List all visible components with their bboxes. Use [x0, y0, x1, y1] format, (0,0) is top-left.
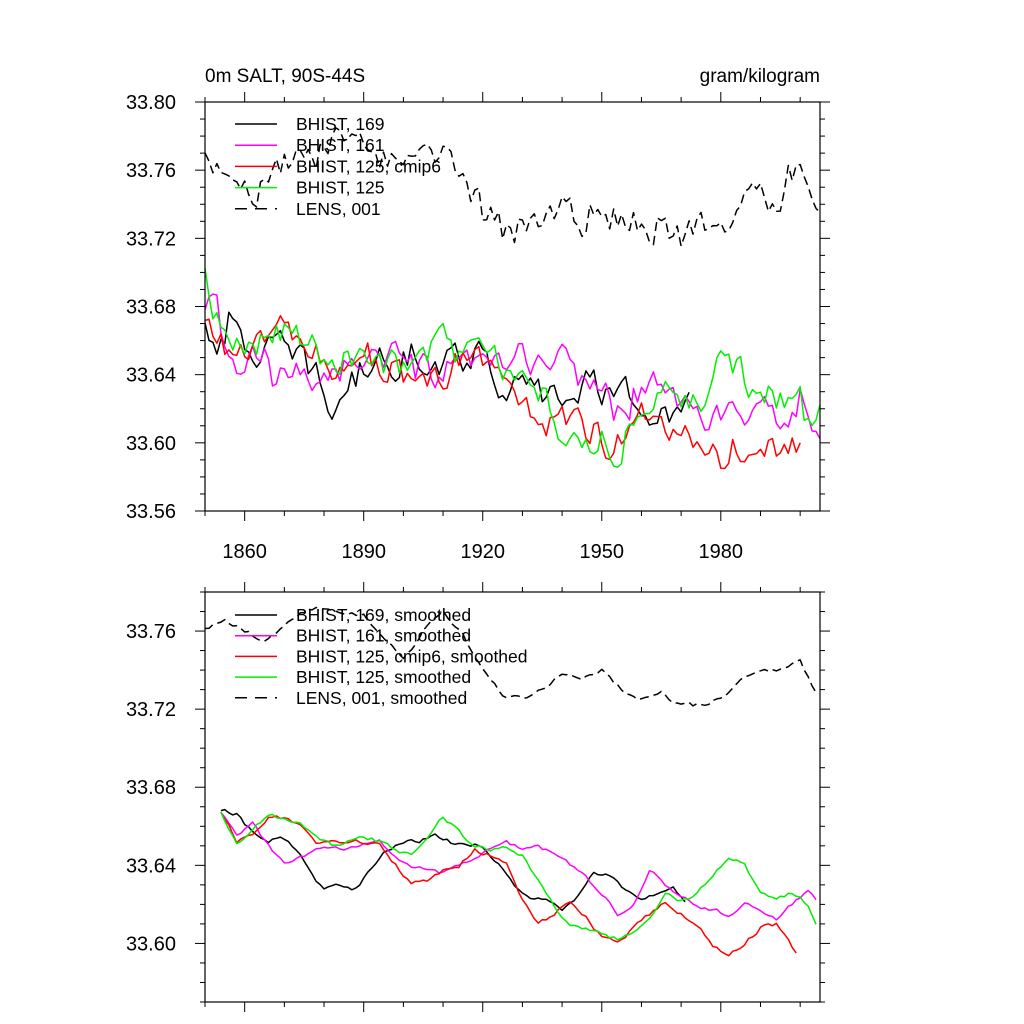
y-tick-label: 33.80	[126, 92, 176, 114]
y-tick-label: 33.64	[126, 855, 176, 877]
y-tick-label: 33.60	[126, 933, 176, 955]
legend-label: BHIST, 169	[296, 114, 385, 134]
series-line-2	[204, 315, 801, 470]
series-line-0	[220, 808, 686, 912]
legend-label: BHIST, 125, cmip6	[296, 156, 441, 176]
y-tick-label: 33.68	[126, 777, 176, 799]
legend-label: LENS, 001	[296, 199, 381, 219]
axes-group: 1860 1890 1920 1950 1980 33.56 33.60 33.64 33.68…	[126, 92, 830, 563]
chart-units: gram/kilogram	[700, 66, 820, 87]
series-line-4	[204, 606, 817, 707]
plot-frame	[204, 101, 821, 512]
series-group	[204, 606, 817, 957]
legend-label: BHIST, 161, smoothed	[296, 626, 471, 646]
legend-label: BHIST, 169, smoothed	[296, 605, 471, 625]
y-tick-label: 33.76	[126, 621, 176, 643]
x-tick-label: 1920	[460, 541, 505, 563]
x-tick-label: 1860	[222, 541, 267, 563]
series-line-2	[220, 811, 797, 957]
chart-title: 0m SALT, 90S-44S	[205, 66, 365, 87]
legend-label: BHIST, 125	[296, 178, 385, 198]
y-tick-label: 33.64	[126, 365, 176, 387]
series-line-4	[204, 127, 821, 247]
top-panel: 0m SALT, 90S-44S gram/kilogram 1860 1890 1…	[126, 66, 830, 563]
series-line-1	[204, 293, 821, 439]
legend-label: BHIST, 125, smoothed	[296, 667, 471, 687]
legend-label: LENS, 001, smoothed	[296, 688, 467, 708]
series-line-3	[204, 267, 821, 468]
plot-frame	[204, 591, 821, 1003]
legend-label: BHIST, 125, cmip6, smoothed	[296, 646, 528, 666]
y-tick-label: 33.76	[126, 160, 176, 182]
x-tick-label: 1980	[699, 541, 744, 563]
series-line-0	[204, 311, 690, 426]
y-tick-label: 33.60	[126, 433, 176, 455]
series-group	[204, 127, 821, 470]
series-line-1	[220, 811, 817, 921]
y-tick-label: 33.72	[126, 228, 176, 250]
bottom-panel: 33.60 33.64 33.68 33.72 33.76 BHIST, 169, sm…	[126, 582, 830, 1012]
legend-label: BHIST, 161	[296, 135, 385, 155]
series-line-3	[220, 811, 817, 941]
y-tick-label: 33.56	[126, 501, 176, 523]
x-tick-label: 1950	[580, 541, 625, 563]
y-tick-label: 33.72	[126, 699, 176, 721]
axes-group: 33.60 33.64 33.68 33.72 33.76	[126, 582, 830, 1012]
x-tick-label: 1890	[341, 541, 386, 563]
y-tick-label: 33.68	[126, 297, 176, 319]
